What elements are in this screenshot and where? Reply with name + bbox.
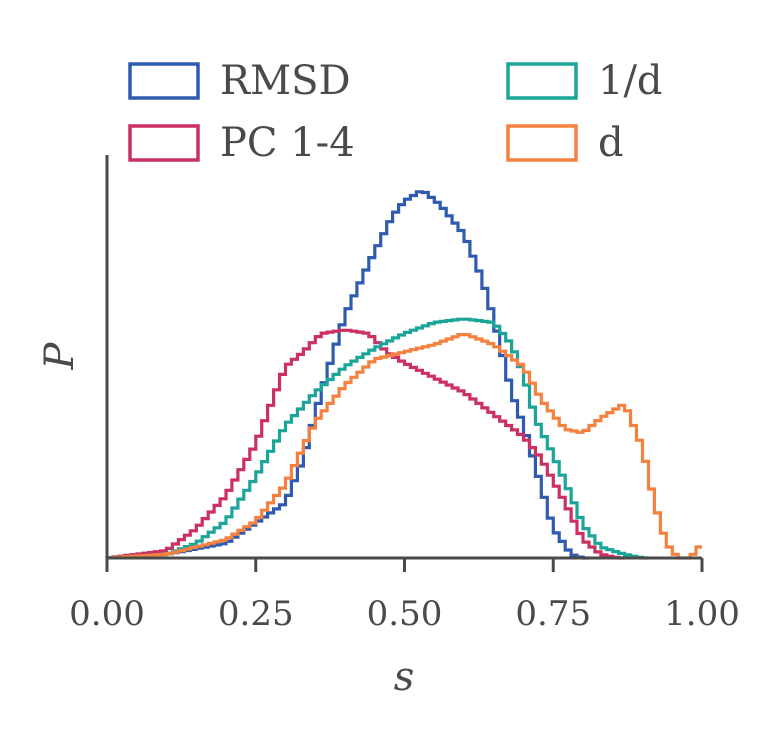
x-tick-label-1: 0.25 (218, 594, 294, 634)
series-1-d (105, 317, 649, 560)
legend-swatch-0 (128, 62, 200, 100)
series-layer (105, 190, 702, 560)
x-tick-label-0: 0.00 (69, 594, 145, 634)
legend-label-2: 1/d (598, 58, 663, 104)
series-pc-1-4 (105, 328, 625, 560)
x-axis-label: s (394, 654, 415, 700)
legend-swatch-1 (128, 124, 200, 162)
x-tick-label-4: 1.00 (664, 594, 740, 634)
series-rmsd (105, 190, 589, 560)
legend-label-0: RMSD (220, 58, 351, 104)
x-ticks: 0.00 0.25 0.50 0.75 1.00 (69, 558, 740, 634)
y-axis-label: P (37, 341, 83, 370)
x-tick-label-2: 0.50 (367, 594, 443, 634)
legend-label-1: PC 1-4 (220, 120, 355, 166)
legend-swatch-3 (506, 124, 578, 162)
legend-swatch-2 (506, 62, 578, 100)
series-d (105, 333, 702, 560)
x-tick-label-3: 0.75 (515, 594, 591, 634)
legend: RMSD PC 1-4 1/d d (128, 58, 663, 166)
legend-label-3: d (598, 120, 624, 166)
